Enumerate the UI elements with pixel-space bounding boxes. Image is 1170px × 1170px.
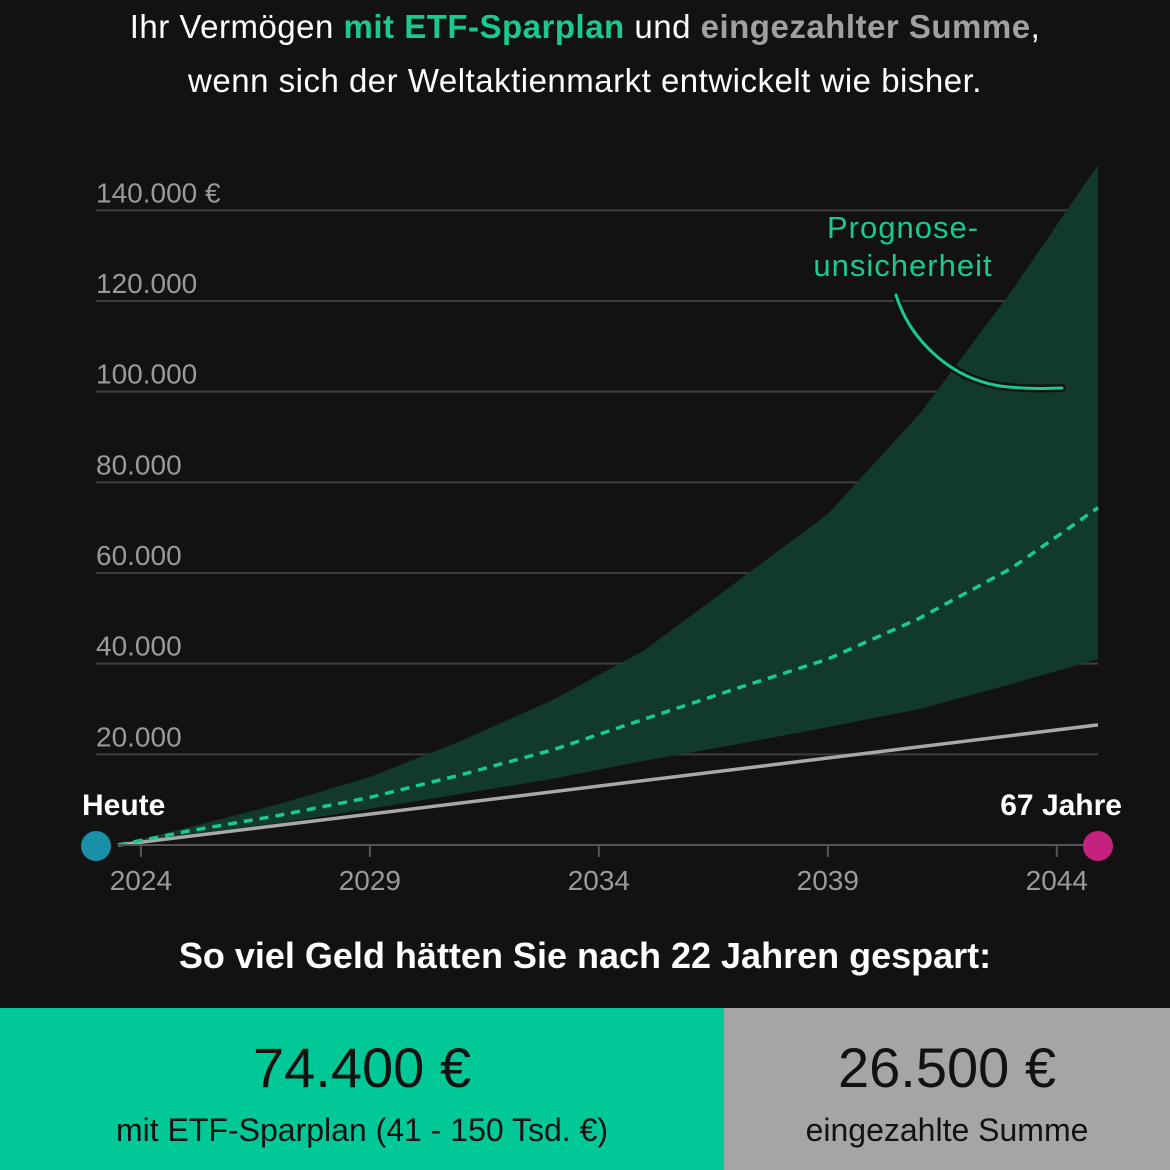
x-tick-label: 2024 (110, 865, 172, 896)
uncertainty-annotation: Prognose-unsicherheit (813, 210, 1066, 393)
headline-line-1: Ihr Vermögen mit ETF-Sparplan und eingez… (0, 0, 1170, 54)
paid-result-box: 26.500 € eingezahlte Summe (724, 1008, 1170, 1170)
headline-etf-highlight: mit ETF-Sparplan (343, 8, 625, 45)
y-tick-label: 100.000 (96, 359, 197, 390)
y-axis-ticks: 20.000 40.000 60.000 80.000 100.000 120.000 14… (96, 177, 221, 752)
x-tick-label: 2044 (1026, 865, 1088, 896)
series-lines (117, 506, 1100, 847)
start-marker-label: Heute (82, 789, 165, 822)
etf-sparplan-line (117, 506, 1100, 847)
headline-line-2: wenn sich der Weltaktienmarkt entwickelt… (188, 62, 982, 99)
headline-suffix: , (1030, 8, 1041, 45)
x-tick-label: 2034 (568, 865, 630, 896)
y-tick-label: 20.000 (96, 721, 182, 752)
y-tick-label: 80.000 (96, 449, 182, 480)
annotation-line: unsicherheit (813, 248, 992, 283)
y-tick-label: 140.000 € (96, 177, 221, 208)
end-marker-label: 67 Jahre (1000, 789, 1122, 822)
x-tick-label: 2029 (339, 865, 401, 896)
summary-heading: So viel Geld hätten Sie nach 22 Jahren g… (178, 935, 992, 976)
y-tick-label: 40.000 (96, 631, 182, 662)
x-tick-label: 2039 (797, 865, 859, 896)
result-boxes: 74.400 € mit ETF-Sparplan (41 - 150 Tsd.… (0, 1008, 1170, 1170)
wealth-projection-chart: 20.000 40.000 60.000 80.000 100.000 120.000 14… (81, 165, 1122, 896)
etf-result-label: mit ETF-Sparplan (41 - 150 Tsd. €) (115, 1112, 609, 1148)
paid-result-label: eingezahlte Summe (805, 1112, 1089, 1148)
uncertainty-band-area (118, 165, 1098, 845)
annotation-line: Prognose- (827, 210, 979, 245)
timeline-markers: Heute 67 Jahre (81, 789, 1122, 861)
annotation-leader-line (894, 293, 1064, 390)
x-axis: 2024 2029 2034 2039 2044 (110, 844, 1098, 896)
headline-prefix: Ihr Vermögen (129, 8, 344, 45)
end-marker-dot (1083, 831, 1113, 861)
uncertainty-band (118, 165, 1098, 845)
y-tick-label: 120.000 (96, 268, 197, 299)
chart-header: Ihr Vermögen mit ETF-Sparplan und eingez… (0, 0, 1170, 108)
etf-result-value: 74.400 € (253, 1036, 471, 1099)
paid-sum-line (117, 723, 1099, 847)
headline-mid: und (624, 8, 701, 45)
paid-result-value: 26.500 € (838, 1036, 1056, 1099)
annotation-label: Prognose-unsicherheit (813, 210, 992, 283)
etf-result-box: 74.400 € mit ETF-Sparplan (41 - 150 Tsd.… (0, 1008, 724, 1170)
y-tick-label: 60.000 (96, 540, 182, 571)
start-marker-dot (81, 831, 111, 861)
headline-paid-highlight: eingezahlter Summe (700, 8, 1031, 45)
